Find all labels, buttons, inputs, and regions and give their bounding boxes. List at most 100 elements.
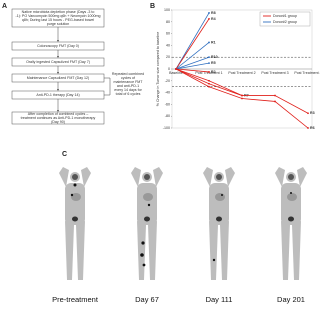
flow-step: Anti-PD-1 therapy (Day 14) (36, 93, 79, 97)
series-label: R8 (211, 11, 216, 15)
panel-label: A (2, 3, 7, 10)
organ (144, 216, 150, 222)
organ (287, 193, 297, 201)
data-point (274, 94, 276, 97)
data-point (241, 94, 243, 97)
image-label: Day 67 (135, 295, 159, 304)
arms (131, 167, 163, 187)
y-tick-label: -40 (165, 91, 170, 95)
flow-step: Maintenance Capsulized FMT (Day 12) (27, 76, 89, 80)
cycle-bracket (104, 77, 111, 96)
series-line (175, 68, 309, 114)
data-point (208, 62, 210, 64)
y-tick-label: 40 (166, 43, 170, 47)
series-label: R4 (211, 17, 216, 21)
image-label: Day 201 (277, 295, 305, 304)
data-point (175, 68, 177, 70)
flow-step: Colonoscopy FMT (Day 0) (37, 44, 79, 48)
series-line (175, 18, 210, 70)
data-point (208, 79, 210, 82)
flow-step: After completion of combined cycles – tre… (21, 112, 96, 124)
panel-label: B (150, 3, 155, 10)
panel-label: C (62, 151, 67, 158)
organ (72, 216, 78, 222)
pet-scan (203, 167, 235, 280)
pet-scan (131, 167, 163, 280)
organ (71, 193, 81, 201)
organ (216, 216, 222, 222)
y-tick-label: -20 (165, 79, 170, 83)
series-line (175, 68, 210, 73)
data-point (208, 41, 210, 44)
side-note: Repeated combined cycles of maintenance FM… (112, 72, 144, 96)
torso (209, 183, 229, 225)
y-tick-label: -60 (165, 102, 170, 106)
series-label: R5 (211, 61, 216, 65)
chart: 100 80 60 40 20 0 -20 -40 -60 -80 -100 Baseline Post… (156, 8, 320, 130)
legs (209, 221, 229, 280)
data-point (208, 56, 210, 59)
organ (216, 174, 222, 180)
legs (65, 221, 85, 280)
series-label: R3 (310, 111, 315, 115)
data-point (208, 17, 210, 20)
arms (275, 167, 307, 187)
lesion (212, 258, 216, 262)
torso (281, 183, 301, 225)
legend-box (259, 11, 311, 27)
organ (215, 193, 225, 201)
arms (59, 167, 91, 187)
y-tick-label: 80 (166, 20, 170, 24)
series-line (175, 56, 210, 70)
flow-step: Orally ingested Capsulized FMT (Day 7) (26, 60, 90, 64)
legs (281, 221, 301, 280)
organ (288, 174, 294, 180)
x-tick-label: Post Treatment 4 (294, 71, 320, 75)
y-tick-label: 100 (164, 8, 170, 12)
series-label: R1 (211, 40, 216, 44)
data-point (208, 85, 210, 88)
organ (144, 174, 150, 180)
image-label: Day 111 (206, 295, 233, 304)
series-line (175, 42, 210, 70)
organ (72, 174, 78, 180)
series-label: R2 (211, 70, 216, 74)
y-tick-label: 0 (168, 67, 170, 71)
series-line (175, 12, 210, 70)
legend-label: Donor#2 group (273, 20, 297, 24)
lesion (221, 194, 223, 196)
legs (137, 221, 157, 280)
y-tick-label: -100 (163, 126, 170, 130)
x-tick-label: Post Treatment 1 (195, 71, 222, 75)
series-line (175, 62, 210, 70)
data-point (208, 12, 210, 14)
pet-images: Pre-treatment Day 67 Day 111 Day 201 (52, 167, 307, 304)
x-tick-label: Baseline (169, 71, 183, 75)
organ (143, 193, 153, 201)
y-tick-label: 60 (166, 32, 170, 36)
torso (65, 183, 85, 225)
y-tick-label: 20 (166, 55, 170, 59)
lesion (73, 183, 77, 187)
lesion (141, 241, 145, 245)
data-point (208, 82, 210, 85)
legend-label: Donor#1 group (273, 14, 297, 18)
flow-step: Native microbiota depletion phase (Days … (16, 10, 101, 26)
series-label: R10 (211, 55, 218, 59)
pet-scan (275, 167, 307, 280)
arms (203, 167, 235, 187)
lesion (70, 193, 74, 197)
data-point (307, 112, 309, 115)
pet-scan (59, 167, 91, 280)
series-label: R6 (310, 126, 315, 130)
organ (288, 216, 294, 222)
lesion (147, 203, 151, 207)
y-tick-label: -80 (165, 114, 170, 118)
data-point (208, 71, 210, 73)
data-point (241, 97, 243, 100)
x-tick-label: Post Treatment 2 (228, 71, 255, 75)
data-point (307, 127, 309, 129)
flow-box (11, 111, 105, 125)
